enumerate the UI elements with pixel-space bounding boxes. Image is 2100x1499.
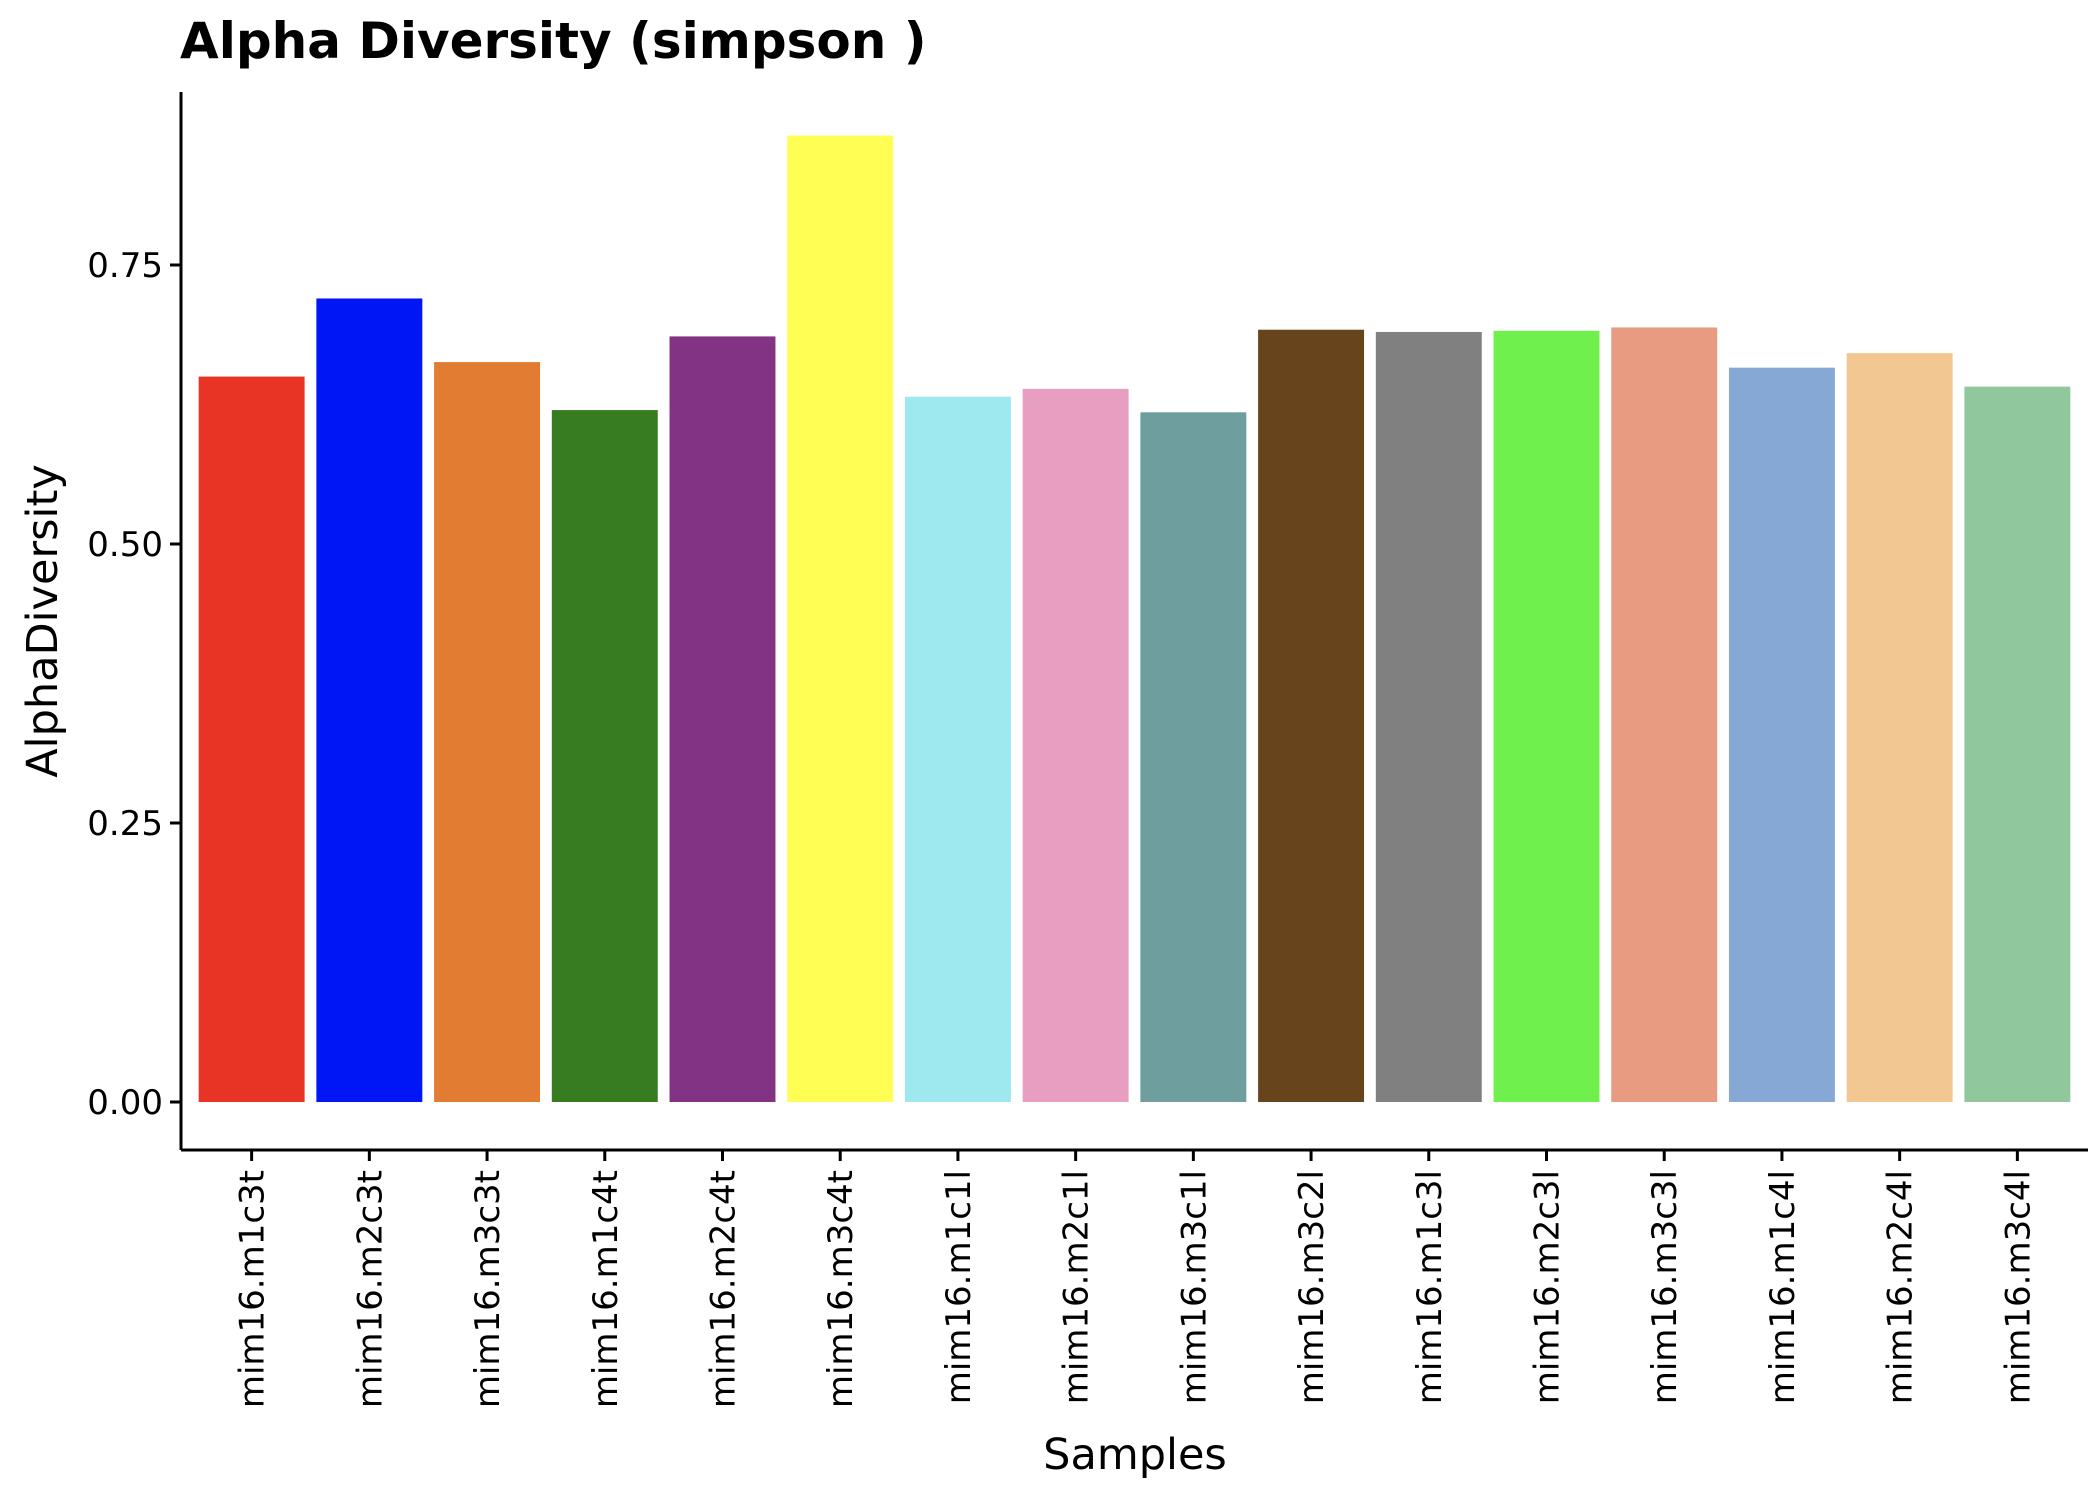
x-tick-label: mim16.m1c1l (939, 1170, 979, 1404)
bar-mim16.m3c3t (434, 362, 541, 1103)
x-tick-label: mim16.m2c3t (350, 1170, 390, 1408)
y-tick-label: 0.75 (87, 246, 163, 286)
x-tick-label: mim16.m1c3l (1410, 1170, 1450, 1404)
bar-mim16.m3c2l (1258, 329, 1365, 1103)
bar-mim16.m1c3l (1375, 331, 1482, 1103)
x-tick-label: mim16.m2c4t (703, 1170, 743, 1408)
x-tick-label: mim16.m1c3t (233, 1170, 273, 1408)
bar-mim16.m2c1l (1022, 388, 1129, 1103)
bar-mim16.m2c3t (316, 298, 423, 1103)
x-tick-label: mim16.m2c3l (1528, 1170, 1568, 1404)
x-tick-label: mim16.m2c4l (1881, 1170, 1921, 1404)
x-tick-label: mim16.m3c4l (1998, 1170, 2038, 1404)
x-tick-label: mim16.m2c1l (1057, 1170, 1097, 1404)
bar-mim16.m1c3t (198, 376, 305, 1103)
bar-mim16.m1c4t (551, 410, 658, 1103)
x-tick-label: mim16.m3c1l (1174, 1170, 1214, 1404)
x-tick-label: mim16.m3c3t (468, 1170, 508, 1408)
x-tick-label: mim16.m1c4t (586, 1170, 626, 1408)
y-axis: 0.00 0.25 0.50 0.75 (87, 92, 183, 1150)
x-tick-label: mim16.m1c4l (1763, 1170, 1803, 1404)
y-axis-title: AlphaDiversity (18, 464, 68, 778)
x-axis-title: Samples (1043, 1430, 1227, 1480)
bar-mim16.m3c4t (787, 135, 894, 1103)
bars (198, 135, 2071, 1103)
y-tick-label: 0.50 (87, 525, 163, 565)
bar-mim16.m2c4l (1846, 353, 1953, 1103)
bar-mim16.m3c3l (1611, 327, 1718, 1103)
x-axis: mim16.m1c3t mim16.m2c3t mim16.m3c3t mim16.m… (181, 1148, 2088, 1408)
bar-mim16.m2c4t (669, 336, 776, 1103)
y-tick-label: 0.00 (87, 1083, 163, 1123)
chart-title: Alpha Diversity (simpson ) (180, 12, 927, 70)
bar-mim16.m1c4l (1728, 367, 1835, 1103)
bar-mim16.m2c3l (1493, 330, 1600, 1103)
bar-mim16.m3c4l (1964, 386, 2071, 1103)
x-tick-label: mim16.m3c4t (821, 1170, 861, 1408)
bar-mim16.m3c1l (1140, 412, 1247, 1103)
bar-mim16.m1c1l (904, 396, 1011, 1103)
x-tick-label: mim16.m3c3l (1645, 1170, 1685, 1404)
x-tick-label: mim16.m3c2l (1292, 1170, 1332, 1404)
y-tick-label: 0.25 (87, 804, 163, 844)
